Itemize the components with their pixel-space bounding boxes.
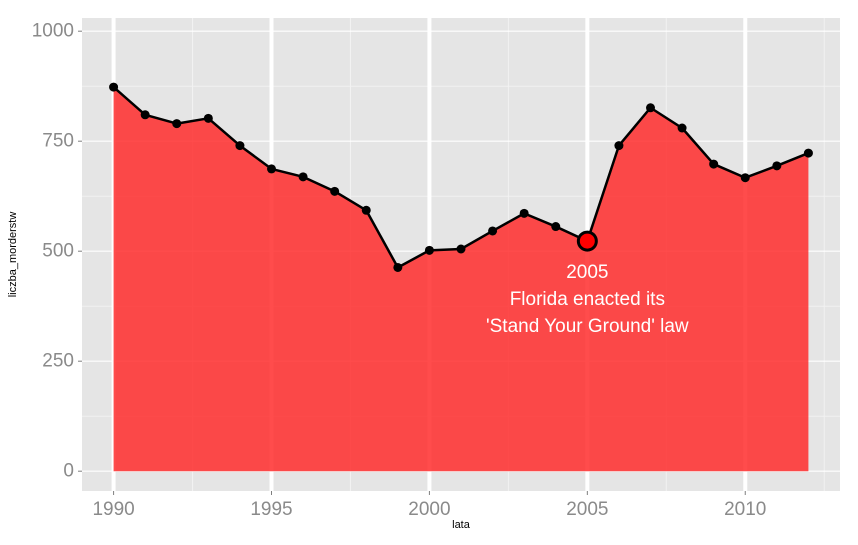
data-point-2003 [519, 208, 529, 218]
data-point-1995 [267, 164, 276, 174]
data-point-2008 [677, 123, 687, 133]
data-point-1990 [109, 82, 119, 92]
data-point-2001 [456, 244, 466, 254]
axis-ticks [78, 30, 746, 495]
y-tick-label: 250 [42, 351, 74, 372]
area-series [113, 87, 809, 472]
y-tick-label: 750 [42, 131, 74, 152]
data-point-1999 [393, 262, 403, 272]
x-tick-label: 1995 [250, 499, 292, 520]
highlight-point-2005 [576, 230, 598, 252]
data-point-1997 [330, 186, 340, 196]
annotation-line: 'Stand Your Ground' law [486, 316, 689, 337]
data-point-2012 [803, 148, 813, 158]
y-axis-title: liczba_morderstw [7, 212, 19, 298]
annotation: 2005 Florida enacted its 'Stand Your Groun… [486, 262, 689, 337]
data-point-1991 [140, 110, 150, 120]
data-point-1996 [298, 172, 308, 182]
y-tick-label: 1000 [32, 21, 74, 42]
x-tick-labels: 1990 1995 2000 2005 2010 [92, 499, 766, 520]
x-tick-label: 2005 [566, 499, 608, 520]
data-point-1998 [361, 205, 371, 215]
x-tick-label: 2000 [408, 499, 450, 520]
x-tick-label: 1990 [92, 499, 134, 520]
data-point-2010 [740, 173, 750, 183]
data-point-1993 [203, 113, 213, 123]
y-tick-labels: 0 250 500 750 1000 [32, 21, 74, 482]
annotation-line: 2005 [566, 262, 608, 283]
data-point-2002 [488, 226, 498, 236]
data-point-2006 [614, 141, 624, 151]
data-point-2009 [709, 159, 719, 169]
data-point-1994 [235, 141, 245, 151]
y-tick-label: 500 [42, 241, 74, 262]
x-tick-label: 2010 [724, 499, 766, 520]
data-point-2007 [646, 103, 655, 113]
data-point-2011 [772, 161, 782, 171]
data-point-2004 [551, 222, 561, 232]
y-tick-label: 0 [63, 461, 74, 482]
x-axis-title: lata [452, 519, 471, 531]
data-point-1992 [172, 119, 182, 129]
annotation-line: Florida enacted its [510, 289, 665, 310]
data-point-2000 [424, 245, 434, 255]
